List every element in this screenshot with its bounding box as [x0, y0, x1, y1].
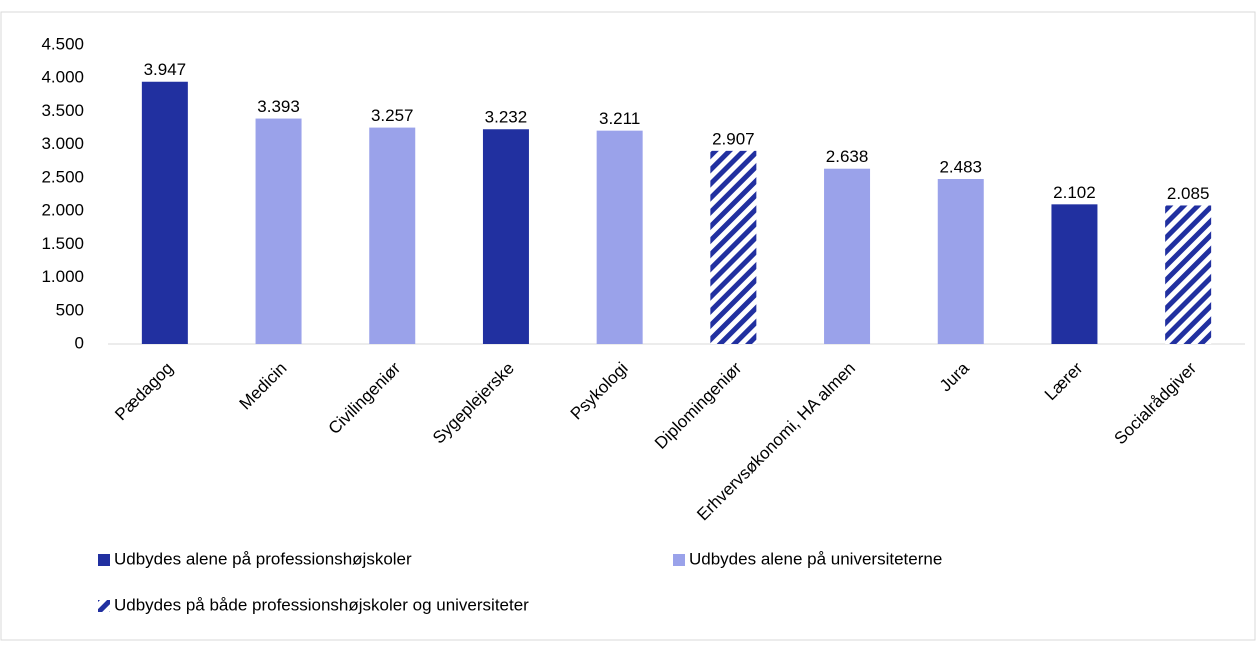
y-tick-label: 4.500: [41, 34, 84, 53]
y-tick-label: 3.500: [41, 101, 84, 120]
data-label: 2.085: [1167, 184, 1210, 203]
bar: [255, 118, 302, 344]
legend-label: Udbydes alene på professionshøjskoler: [114, 549, 412, 568]
y-tick-label: 0: [75, 333, 84, 352]
y-tick-label: 1.500: [41, 234, 84, 253]
data-label: 3.257: [371, 106, 414, 125]
bar: [1051, 204, 1098, 344]
data-label: 2.483: [939, 158, 982, 177]
y-tick-label: 2.000: [41, 201, 84, 220]
data-label: 3.232: [485, 108, 528, 127]
y-tick-label: 1.000: [41, 267, 84, 286]
bar: [369, 127, 416, 344]
legend-label: Udbydes alene på universiteterne: [689, 549, 942, 568]
bar: [1165, 205, 1212, 344]
bar: [710, 150, 757, 344]
legend-swatch: [98, 600, 110, 612]
y-tick-label: 4.000: [41, 68, 84, 87]
data-label: 3.947: [144, 60, 187, 79]
legend-label: Udbydes på både professionshøjskoler og …: [114, 595, 529, 614]
bar: [824, 168, 871, 344]
bar: [937, 179, 984, 344]
y-tick-label: 500: [56, 300, 84, 319]
data-label: 2.638: [826, 147, 869, 166]
data-label: 3.393: [257, 97, 300, 116]
y-tick-label: 2.500: [41, 167, 84, 186]
y-tick-label: 3.000: [41, 134, 84, 153]
bar: [596, 130, 643, 344]
bar: [141, 81, 188, 344]
data-label: 2.907: [712, 129, 755, 148]
data-label: 2.102: [1053, 183, 1096, 202]
legend-swatch: [673, 554, 685, 566]
data-label: 3.211: [599, 109, 640, 128]
legend-swatch: [98, 554, 110, 566]
bar: [482, 129, 529, 344]
